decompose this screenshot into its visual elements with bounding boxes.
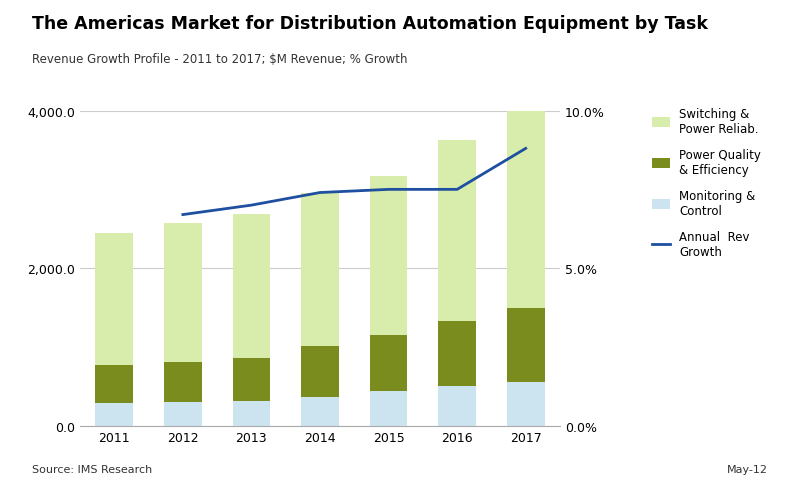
Bar — [95, 403, 133, 426]
Bar — [370, 335, 407, 391]
Bar — [507, 382, 545, 426]
Bar — [438, 321, 476, 386]
Bar — [301, 397, 339, 426]
Bar — [233, 358, 270, 401]
Bar — [370, 176, 407, 335]
Text: May-12: May-12 — [727, 464, 768, 474]
Text: Revenue Growth Profile - 2011 to 2017; $M Revenue; % Growth: Revenue Growth Profile - 2011 to 2017; $… — [32, 53, 407, 66]
Bar — [95, 365, 133, 403]
Bar — [95, 233, 133, 365]
Text: Source: IMS Research: Source: IMS Research — [32, 464, 152, 474]
Bar — [301, 347, 339, 397]
Bar — [233, 215, 270, 358]
Bar — [438, 141, 476, 321]
Bar — [164, 402, 202, 426]
Bar — [164, 362, 202, 402]
Legend: Switching &
Power Reliab., Power Quality
& Efficiency, Monitoring &
Control, Ann: Switching & Power Reliab., Power Quality… — [652, 108, 762, 258]
Bar — [233, 401, 270, 426]
Bar — [164, 224, 202, 362]
Bar — [507, 308, 545, 382]
Bar — [507, 98, 545, 308]
Bar — [301, 194, 339, 347]
Text: The Americas Market for Distribution Automation Equipment by Task: The Americas Market for Distribution Aut… — [32, 15, 708, 32]
Bar — [370, 391, 407, 426]
Bar — [438, 386, 476, 426]
